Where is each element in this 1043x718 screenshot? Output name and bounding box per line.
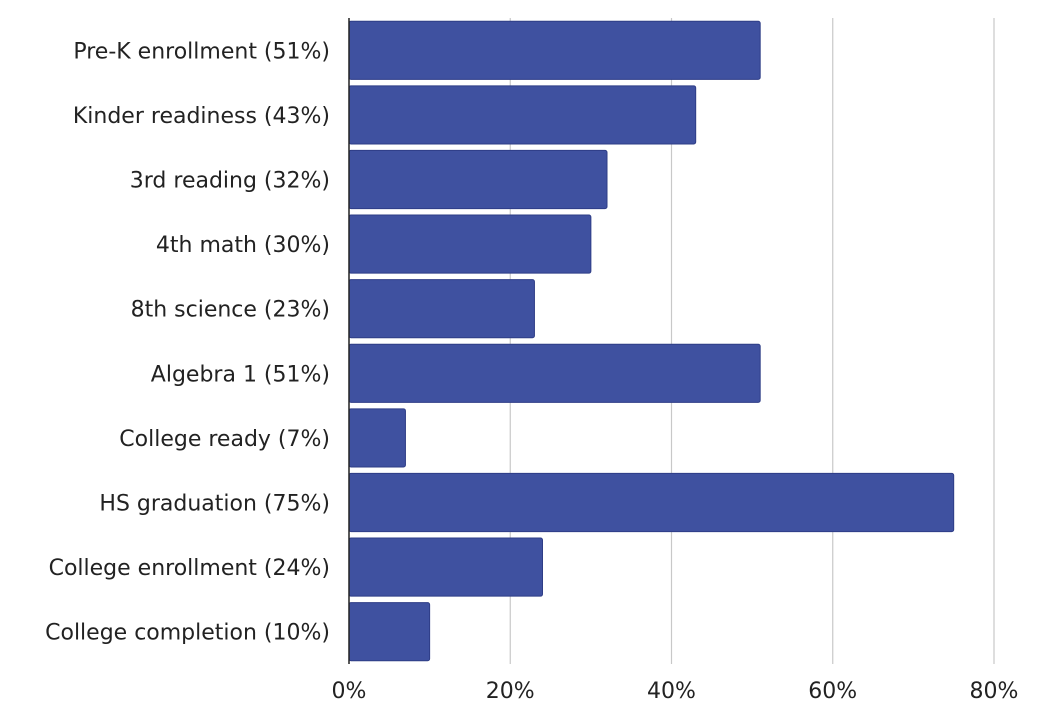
category-label: 4th math (30%) [156,233,330,258]
category-label: Kinder readiness (43%) [73,104,330,129]
category-label: HS graduation (75%) [99,492,330,517]
bar [348,20,761,80]
x-tick-label: 80% [970,679,1019,704]
bar [348,279,535,339]
x-tick-label: 0% [332,679,367,704]
x-tick-labels: 0% 20% 40% 60% 80% [332,679,1019,704]
bar [348,85,697,145]
bar [348,214,592,274]
category-label: Algebra 1 (51%) [151,362,330,387]
category-label: College enrollment (24%) [49,556,330,581]
bar [348,408,406,468]
category-label: 3rd reading (32%) [130,169,330,194]
category-labels: Pre-K enrollment (51%) Kinder readiness (… [45,39,330,645]
bar [348,537,543,597]
bar [348,149,608,210]
bar [348,343,761,403]
category-label: Pre-K enrollment (51%) [73,39,330,64]
x-tick-label: 60% [808,679,857,704]
category-label: 8th science (23%) [131,298,330,323]
bar [348,472,955,533]
x-tick-label: 40% [647,679,696,704]
bars [348,20,955,662]
category-label: College ready (7%) [119,427,330,452]
category-label: College completion (10%) [45,621,330,646]
bar [348,602,431,662]
x-tick-label: 20% [486,679,535,704]
